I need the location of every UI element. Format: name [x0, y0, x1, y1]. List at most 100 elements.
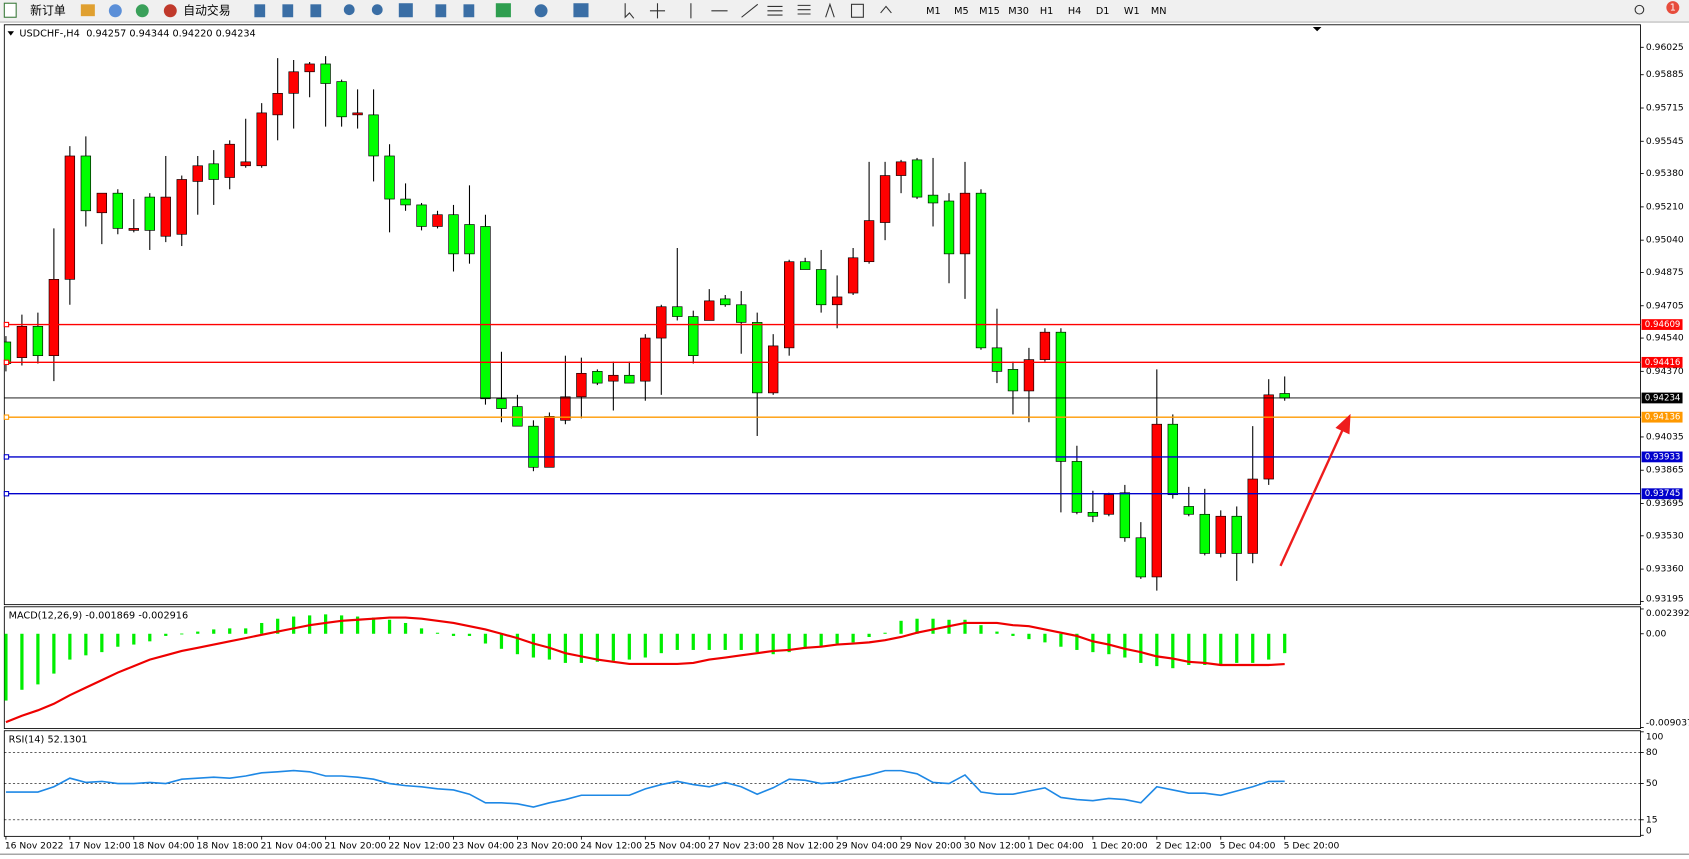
- timeframe-bar: M1 M5 M15 M30 H1 H4 D1 W1 MN: [926, 6, 1166, 17]
- timeframe-button[interactable]: D1: [1096, 6, 1110, 17]
- timeframe-button[interactable]: M30: [1008, 6, 1029, 17]
- icon-button[interactable]: [398, 3, 413, 18]
- candle-body: [544, 416, 555, 468]
- icon-button[interactable]: [825, 2, 835, 18]
- icon-button[interactable]: [435, 4, 447, 18]
- x-tick-label: 28 Nov 12:00: [772, 841, 834, 852]
- candle-body: [847, 257, 859, 294]
- candle-body: [688, 316, 699, 357]
- x-tick-label: 23 Nov 20:00: [516, 841, 578, 852]
- notifications[interactable]: 1: [1666, 1, 1680, 15]
- candle-body: [1279, 393, 1290, 399]
- candle-body: [672, 306, 683, 317]
- indicator-name: MACD(12,26,9): [9, 610, 83, 621]
- y-tick-label: 0.00: [1646, 628, 1667, 639]
- icon-button[interactable]: [649, 3, 666, 19]
- macd-bar: [899, 620, 903, 634]
- macd-bar: [851, 633, 855, 643]
- search-button[interactable]: [1634, 4, 1645, 15]
- macd-bar: [1059, 633, 1063, 647]
- chart-ohlc: 0.94257 0.94344 0.94220 0.94234: [86, 28, 255, 39]
- y-tick-label: 0.93195: [1646, 594, 1684, 605]
- level-tag-label: 0.94609: [1645, 320, 1681, 330]
- x-tick-label: 30 Nov 12:00: [964, 841, 1026, 852]
- macd-bar: [499, 633, 504, 649]
- macd-bar: [84, 633, 88, 656]
- candle-body: [1071, 461, 1083, 513]
- icon-button[interactable]: [282, 4, 294, 18]
- price-pane: 0.96025 0.95885 0.95715 0.95545 0.95380 0.952…: [3, 24, 1684, 606]
- level-tag-label: 0.94416: [1645, 358, 1681, 368]
- timeframe-button[interactable]: M15: [979, 6, 1000, 17]
- macd-bar: [691, 633, 695, 650]
- icon-button[interactable]: [624, 3, 635, 19]
- auto-trading-button[interactable]: 自动交易: [163, 3, 231, 17]
- timeframe-button[interactable]: H1: [1040, 6, 1053, 17]
- macd-bar: [1219, 633, 1223, 664]
- icon-button[interactable]: [80, 4, 95, 17]
- candle-body: [1247, 478, 1258, 554]
- y-tick-label: 0.002392: [1646, 608, 1689, 619]
- candle-body: [128, 228, 139, 231]
- timeframe-button[interactable]: H4: [1068, 6, 1081, 17]
- level-tag: [1641, 319, 1683, 330]
- macd-bar: [148, 633, 152, 642]
- icon-button[interactable]: [371, 4, 383, 16]
- candle-body: [1167, 423, 1178, 496]
- indicator-value: -0.002916: [138, 610, 188, 621]
- icon-button[interactable]: [135, 4, 149, 18]
- candle-body: [815, 269, 827, 306]
- level-tag: [1641, 451, 1683, 463]
- icon-button[interactable]: [463, 4, 475, 18]
- timeframe-button[interactable]: M5: [954, 6, 969, 17]
- candle-body: [1007, 369, 1019, 392]
- candle-body: [304, 63, 315, 73]
- icon-button[interactable]: [495, 3, 511, 18]
- icon-button[interactable]: [797, 4, 811, 15]
- pane-title: MACD(12,26,9) -0.001869 -0.002916: [9, 610, 189, 621]
- pane-title: RSI(14) 52.1301: [9, 734, 88, 745]
- x-tick-label: 17 Nov 12:00: [69, 841, 131, 852]
- y-tick-label: 0.94705: [1646, 300, 1684, 311]
- icon-button[interactable]: [254, 4, 266, 18]
- icon-button[interactable]: [880, 5, 892, 14]
- candle-body: [592, 371, 603, 384]
- icon-button[interactable]: [534, 4, 548, 18]
- macd-bar: [835, 633, 839, 644]
- macd-bar: [531, 633, 536, 658]
- icon-button[interactable]: [741, 3, 759, 18]
- y-tick-label: 0: [1646, 825, 1652, 836]
- y-tick-label: 80: [1646, 747, 1658, 758]
- icon-button[interactable]: [343, 4, 355, 16]
- candle-body: [240, 161, 251, 167]
- y-tick-label: 0.93865: [1646, 465, 1684, 476]
- icon-button[interactable]: [108, 4, 122, 18]
- candle-body: [416, 204, 427, 227]
- icon-button[interactable]: [767, 5, 783, 16]
- y-tick-label: 0.96025: [1646, 42, 1684, 53]
- candle-body: [64, 155, 76, 280]
- timeframe-button[interactable]: MN: [1151, 6, 1167, 17]
- macd-bar: [355, 616, 360, 634]
- icon-button[interactable]: [850, 3, 864, 18]
- rsi-pane: 100 80 50 150 RSI(14) 52.1301: [3, 730, 1664, 837]
- icon-button[interactable]: [310, 4, 322, 18]
- macd-bar: [931, 618, 935, 634]
- level-marker: [3, 491, 10, 497]
- timeframe-button[interactable]: M1: [926, 6, 941, 17]
- badge-count: 1: [1670, 3, 1676, 14]
- macd-bar: [819, 633, 823, 647]
- y-tick-label: 0.94370: [1646, 366, 1684, 377]
- new-order-button[interactable]: 新订单: [3, 2, 66, 18]
- macd-bar: [228, 628, 232, 634]
- macd-bar: [595, 633, 599, 662]
- icon-button[interactable]: [573, 3, 589, 18]
- y-tick-label: 0.94875: [1646, 267, 1684, 278]
- timeframe-button[interactable]: W1: [1124, 6, 1140, 17]
- level-tag: [1641, 411, 1683, 423]
- candle-body: [384, 155, 395, 200]
- macd-bar: [20, 633, 24, 690]
- arrow-shaft: [1279, 428, 1345, 567]
- candle-body: [927, 194, 939, 204]
- candle-body: [16, 325, 28, 358]
